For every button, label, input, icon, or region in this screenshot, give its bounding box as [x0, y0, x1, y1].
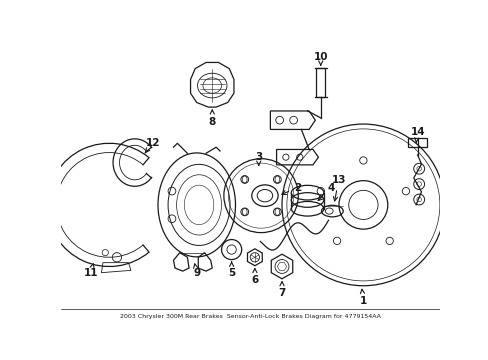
- Text: 7: 7: [278, 282, 285, 298]
- Text: 2003 Chrysler 300M Rear Brakes  Sensor-Anti-Lock Brakes Diagram for 4779154AA: 2003 Chrysler 300M Rear Brakes Sensor-An…: [120, 314, 380, 319]
- Text: 1: 1: [359, 289, 366, 306]
- Text: 12: 12: [144, 138, 160, 153]
- Text: 10: 10: [313, 52, 327, 65]
- Text: 13: 13: [331, 175, 345, 201]
- Text: 14: 14: [409, 127, 424, 143]
- Text: 2: 2: [281, 183, 301, 194]
- Bar: [315, 68, 325, 97]
- Text: 5: 5: [227, 262, 235, 278]
- Bar: [407, 138, 426, 147]
- Text: 8: 8: [208, 110, 215, 127]
- Text: 3: 3: [255, 152, 262, 165]
- Text: 11: 11: [83, 264, 98, 278]
- Text: 6: 6: [251, 269, 258, 285]
- Text: 4: 4: [318, 183, 334, 201]
- Text: 9: 9: [193, 264, 200, 278]
